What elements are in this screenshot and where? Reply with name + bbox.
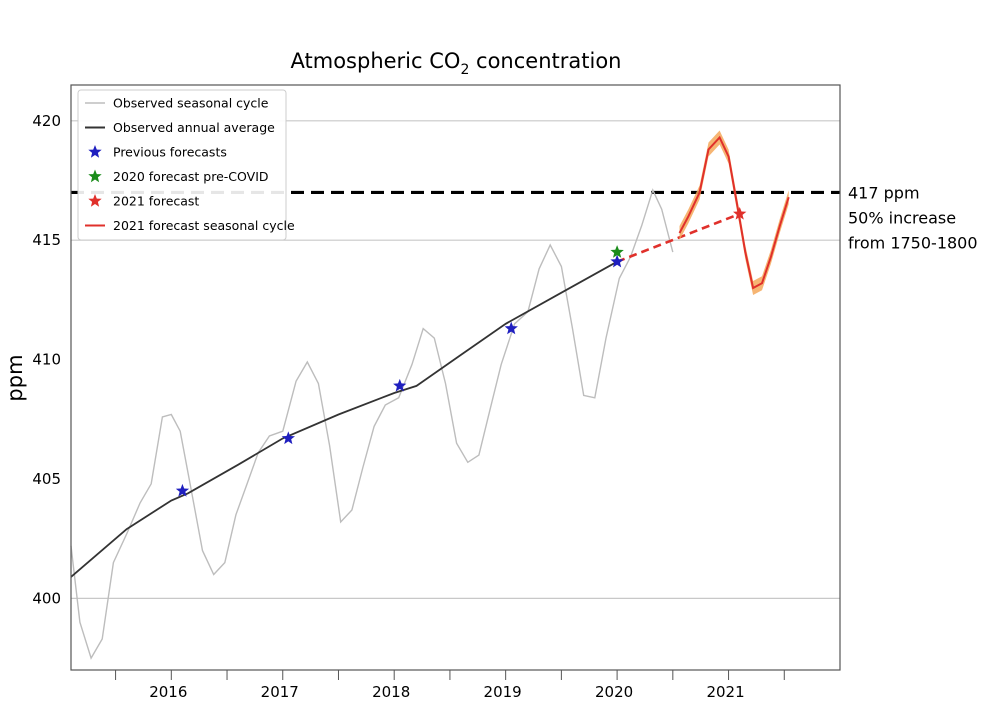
legend-label: Previous forecasts — [113, 145, 227, 160]
forecast-2021-star — [733, 206, 747, 220]
reference-annotation: 417 ppm 50% increase from 1750-1800 — [848, 183, 978, 252]
previous-forecast-star — [281, 431, 295, 445]
reference-label-line-2: 50% increase — [848, 208, 956, 227]
chart-title: Atmospheric CO2 concentration — [291, 49, 622, 78]
legend-label: Observed annual average — [113, 120, 275, 135]
reference-label-line-1: 417 ppm — [848, 183, 920, 202]
legend-star-marker — [88, 194, 102, 207]
legend: Observed seasonal cycle Observed annual a… — [77, 89, 295, 241]
legend-label: 2021 forecast seasonal cycle — [113, 218, 295, 233]
previous-forecast-star — [175, 483, 190, 497]
x-tick-label: 2017 — [261, 683, 299, 701]
previous-forecast-star — [393, 378, 407, 392]
x-tick-label: 2018 — [372, 683, 410, 701]
title-main: Atmospheric CO — [291, 49, 461, 73]
y-tick-label: 405 — [32, 470, 61, 488]
x-tick-label: 2019 — [484, 683, 522, 701]
legend-label: 2020 forecast pre-COVID — [113, 169, 269, 184]
y-tick-label: 420 — [32, 112, 61, 130]
series-layer — [70, 130, 790, 660]
previous-forecast-star — [504, 321, 518, 335]
x-tick-label: 2021 — [706, 683, 744, 701]
forecast-trend-line — [616, 212, 741, 263]
legend-box — [77, 89, 287, 241]
forecast-seasonal-cycle-line — [678, 135, 790, 290]
y-axis: 400 405 410 415 420 — [32, 112, 61, 608]
legend-label: 2021 forecast — [113, 194, 199, 209]
forecast-uncertainty-band — [679, 130, 789, 295]
legend-star-marker — [88, 169, 102, 183]
y-tick-label: 410 — [32, 351, 61, 369]
markers-layer — [175, 206, 747, 497]
x-axis: 2016 2017 2018 2019 2020 2021 — [115, 670, 785, 701]
plot-frame — [70, 84, 841, 671]
previous-forecast-star — [610, 254, 624, 268]
observed-seasonal-cycle-line — [70, 188, 674, 660]
legend-label: Observed seasonal cycle — [113, 96, 269, 111]
observed-annual-average-line — [70, 260, 618, 578]
reference-label-line-3: from 1750-1800 — [848, 233, 978, 252]
title-subscript: 2 — [460, 62, 469, 78]
x-tick-label: 2016 — [149, 683, 187, 701]
forecast-2020-precovid-star — [610, 245, 624, 258]
y-axis-label: ppm — [3, 354, 27, 401]
title-suffix: concentration — [469, 49, 621, 73]
y-tick-label: 415 — [32, 231, 61, 249]
legend-star-marker — [88, 145, 102, 158]
x-tick-label: 2020 — [595, 683, 633, 701]
y-tick-label: 400 — [32, 589, 61, 607]
